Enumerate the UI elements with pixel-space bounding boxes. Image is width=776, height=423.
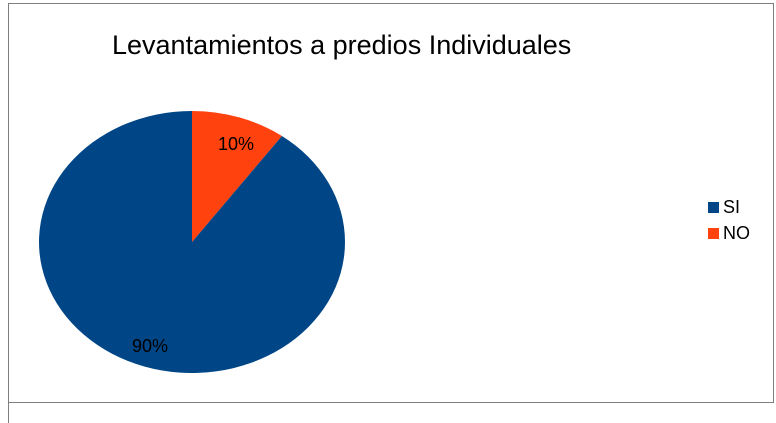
frame-border-bottom xyxy=(8,402,774,403)
chart-legend: SI NO xyxy=(708,194,750,246)
legend-item-si: SI xyxy=(708,194,750,220)
pie-slice-no xyxy=(192,111,282,242)
frame-border-top xyxy=(8,3,774,4)
legend-label-si: SI xyxy=(723,196,741,217)
legend-item-no: NO xyxy=(708,220,750,246)
data-label-si: 90% xyxy=(132,336,168,356)
chart-title: Levantamientos a predios Individuales xyxy=(112,30,572,60)
frame-border-left xyxy=(8,3,9,423)
pie-slice-si xyxy=(39,111,346,373)
data-label-no: 10% xyxy=(218,134,254,154)
legend-label-no: NO xyxy=(723,222,750,243)
legend-swatch-no xyxy=(708,227,719,239)
legend-swatch-si xyxy=(708,201,719,213)
frame-border-right xyxy=(773,3,774,403)
